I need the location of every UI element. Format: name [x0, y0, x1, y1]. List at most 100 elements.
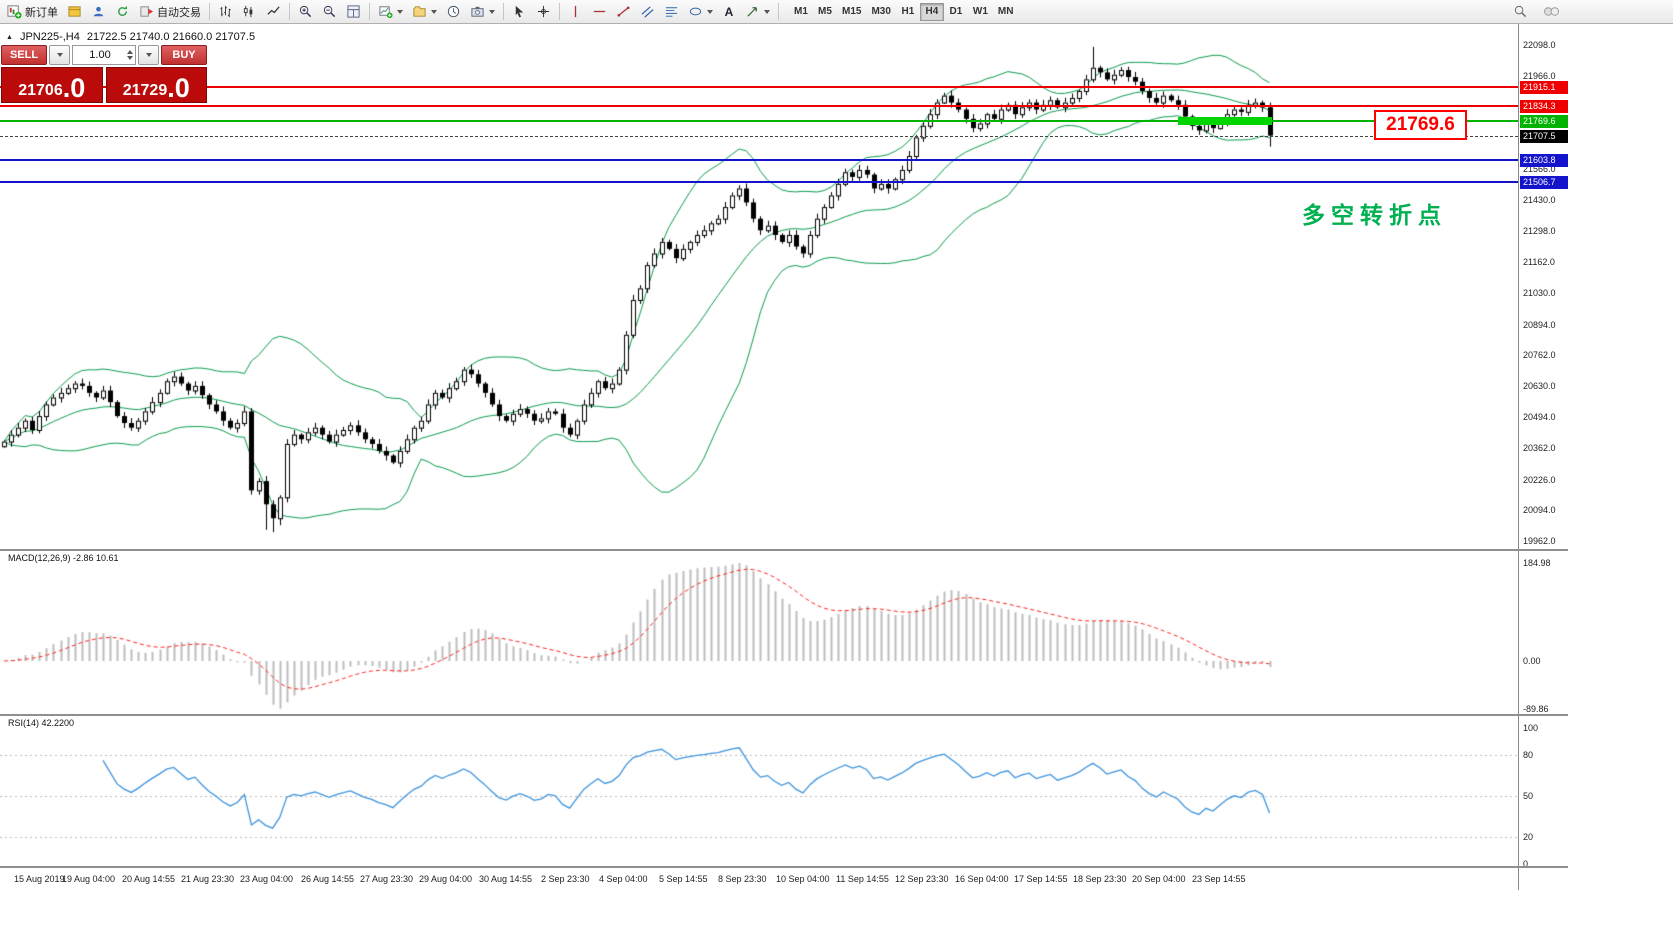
auto-trading-button[interactable]: 自动交易	[135, 2, 205, 22]
tile-windows-button[interactable]	[342, 2, 365, 22]
toolbar-right-group	[1509, 2, 1566, 22]
chart-layouts-button[interactable]	[63, 2, 86, 22]
cursor-button[interactable]	[508, 2, 531, 22]
chart-area[interactable]: 21769.6 多空转折点 ▲ JPN225-,H4 21722.5 21740…	[0, 24, 1518, 890]
time-axis-label: 23 Aug 04:00	[240, 874, 294, 884]
time-axis-label: 16 Sep 04:00	[955, 874, 1009, 884]
snapshot-button[interactable]	[466, 2, 499, 22]
channel-button[interactable]	[636, 2, 659, 22]
buy-price-display[interactable]: 21729.0	[105, 67, 207, 103]
fibonacci-button[interactable]	[660, 2, 683, 22]
price-tag-21506.7: 21506.7	[1520, 176, 1568, 189]
buy-price-main: 21729	[122, 82, 168, 100]
rsi-axis-label: 50	[1523, 791, 1534, 801]
arrow-tool-icon	[747, 7, 757, 17]
zoom-in-button[interactable]	[294, 2, 317, 22]
zoom-out-button[interactable]	[318, 2, 341, 22]
timeframe-button-M1[interactable]: M1	[789, 3, 813, 21]
price-level-line-21915.1[interactable]	[0, 86, 1518, 88]
chart-profiles-button[interactable]	[408, 2, 441, 22]
sell-price-frac: .0	[62, 72, 86, 103]
toolbar-separator	[289, 3, 290, 20]
price-axis-label: 21966.0	[1523, 70, 1556, 81]
vertical-line-button[interactable]	[564, 2, 587, 22]
volume-field[interactable]: 1.00	[72, 45, 136, 65]
buy-button[interactable]: BUY	[161, 45, 207, 65]
rsi-panel-canvas[interactable]	[0, 716, 1518, 866]
main-chart-canvas[interactable]	[0, 24, 1518, 549]
zoom-out-icon	[323, 5, 336, 18]
price-level-line-21834.3[interactable]	[0, 105, 1518, 107]
dropdown-caret-icon	[764, 9, 770, 14]
price-axis-label: 19962.0	[1523, 536, 1556, 546]
dropdown-caret-icon	[707, 9, 713, 14]
new-chart-button[interactable]	[374, 2, 407, 22]
clock-button[interactable]	[442, 2, 465, 22]
panel-separator[interactable]	[0, 549, 1568, 551]
arrow-tool-button[interactable]	[741, 2, 774, 22]
line-chart-icon	[267, 6, 280, 15]
timeframe-button-W1[interactable]: W1	[968, 3, 993, 21]
price-level-line-21603.8[interactable]	[0, 159, 1518, 161]
volume-spinner[interactable]	[127, 50, 135, 60]
bar-chart-button[interactable]	[214, 2, 237, 22]
price-tag-21915.1: 21915.1	[1520, 81, 1568, 94]
timeframe-button-D1[interactable]: D1	[944, 3, 968, 21]
price-level-line-21707.5[interactable]	[0, 136, 1518, 137]
support-highlight-bar[interactable]	[1178, 117, 1272, 126]
price-level-line-21769.6[interactable]	[0, 120, 1518, 122]
rsi-axis-label: 80	[1523, 750, 1534, 761]
timeframe-button-H1[interactable]: H1	[896, 3, 920, 21]
toolbar-separator	[209, 3, 210, 20]
one-click-trading-panel: SELL 1.00 BUY 21706.0 21729.0	[1, 45, 207, 103]
trendline-button[interactable]	[612, 2, 635, 22]
time-axis-label: 29 Aug 04:00	[419, 874, 473, 884]
timeframe-button-M30[interactable]: M30	[866, 3, 895, 21]
price-axis-label: 20630.0	[1523, 380, 1556, 391]
price-axis[interactable]: 22098.021966.021834.021702.021566.021430…	[1518, 24, 1569, 890]
price-axis-label: 21566.0	[1523, 163, 1556, 174]
profiles-icon	[413, 6, 426, 17]
new-order-button[interactable]: 新订单	[3, 2, 62, 22]
timeframe-button-M5[interactable]: M5	[813, 3, 837, 21]
community-button[interactable]	[1538, 2, 1566, 22]
price-axis-label: 20226.0	[1523, 474, 1556, 485]
timeframe-button-M15[interactable]: M15	[837, 3, 866, 21]
collapse-chart-icon[interactable]: ▲	[6, 33, 13, 41]
toolbar-separator	[369, 3, 370, 20]
shapes-button[interactable]	[684, 2, 717, 22]
buy-options-dropdown[interactable]	[138, 45, 159, 65]
line-chart-button[interactable]	[262, 2, 285, 22]
time-axis-label: 21 Aug 23:30	[181, 874, 235, 884]
refresh-button[interactable]	[111, 2, 134, 22]
sell-options-dropdown[interactable]	[49, 45, 70, 65]
auto-trading-label: 自动交易	[157, 6, 201, 19]
pivot-annotation-text[interactable]: 多空转折点	[1302, 202, 1447, 228]
price-callout-box[interactable]: 21769.6	[1374, 110, 1467, 140]
sell-button[interactable]: SELL	[1, 45, 47, 65]
spin-down-icon[interactable]	[127, 56, 133, 60]
profile-button[interactable]	[87, 2, 110, 22]
dropdown-caret-icon	[146, 53, 152, 57]
ellipse-icon	[689, 7, 702, 16]
price-level-line-21506.7[interactable]	[0, 181, 1518, 183]
trendline-icon	[617, 6, 630, 17]
macd-panel-canvas[interactable]	[0, 551, 1518, 714]
sell-price-display[interactable]: 21706.0	[1, 67, 103, 103]
horizontal-line-icon	[593, 10, 606, 13]
macd-axis-label: 0.00	[1523, 656, 1541, 666]
time-axis[interactable]: 15 Aug 2019 19 Aug 04:00 20 Aug 14:55 21 Au…	[0, 868, 1518, 890]
panel-separator[interactable]	[0, 714, 1568, 716]
community-circles-icon	[1544, 7, 1560, 16]
text-tool-button[interactable]: A	[718, 2, 740, 22]
macd-label: MACD(12,26,9) -2.86 10.61	[8, 553, 119, 563]
crosshair-button[interactable]	[532, 2, 555, 22]
candlestick-icon	[243, 5, 253, 18]
zoom-in-icon	[299, 5, 312, 18]
timeframe-button-MN[interactable]: MN	[993, 3, 1019, 21]
horizontal-line-button[interactable]	[588, 2, 611, 22]
spin-up-icon[interactable]	[127, 50, 133, 54]
search-button[interactable]	[1509, 2, 1532, 22]
candlestick-chart-button[interactable]	[238, 2, 261, 22]
timeframe-button-H4[interactable]: H4	[919, 2, 944, 21]
